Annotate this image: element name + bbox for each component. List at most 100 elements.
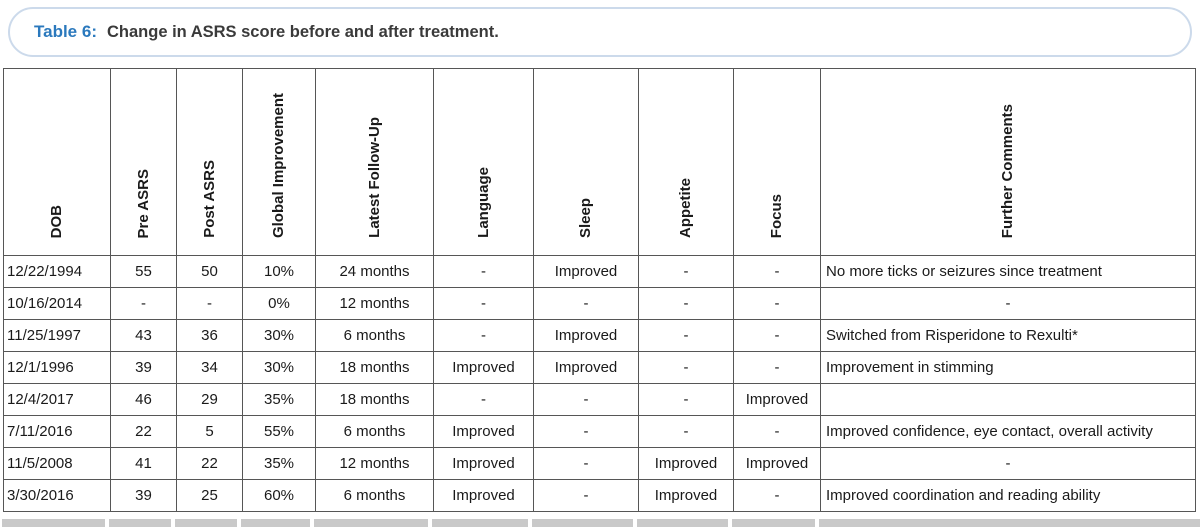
cropped-row-segment (532, 519, 633, 527)
table-caption-text: Change in ASRS score before and after tr… (106, 22, 499, 41)
cell-dob: 11/25/1997 (3, 319, 111, 352)
cell-focus: - (733, 415, 821, 448)
col-header-label: Post ASRS (200, 160, 218, 238)
cell-focus: - (733, 351, 821, 384)
cell-post-asrs: 50 (176, 255, 243, 288)
cropped-row-segment (314, 519, 428, 527)
table-row: 11/25/1997 43 36 30% 6 months - Improved - - Swit… (3, 319, 1196, 352)
cell-global-improvement: 0% (242, 287, 316, 320)
cell-sleep: - (533, 287, 639, 320)
cell-dob: 12/1/1996 (3, 351, 111, 384)
cell-appetite: Improved (638, 479, 734, 512)
cell-language: - (433, 383, 534, 416)
cell-post-asrs: 36 (176, 319, 243, 352)
cropped-next-row-strip (2, 519, 1200, 527)
cell-post-asrs: 22 (176, 447, 243, 480)
cell-further-comments: Improvement in stimming (820, 351, 1196, 384)
cell-further-comments (820, 383, 1196, 416)
col-header-label: Further Comments (999, 103, 1017, 238)
cell-global-improvement: 55% (242, 415, 316, 448)
cell-appetite: Improved (638, 447, 734, 480)
cell-dob: 10/16/2014 (3, 287, 111, 320)
cell-sleep: Improved (533, 351, 639, 384)
cell-latest-follow-up: 12 months (315, 287, 434, 320)
col-header-language: Language (433, 68, 534, 256)
col-header-label: Appetite (677, 178, 695, 238)
col-header-label: Pre ASRS (134, 168, 152, 238)
cell-pre-asrs: 55 (110, 255, 177, 288)
cell-further-comments: - (820, 287, 1196, 320)
cell-latest-follow-up: 6 months (315, 319, 434, 352)
cell-focus: - (733, 479, 821, 512)
cell-further-comments: Switched from Risperidone to Rexulti* (820, 319, 1196, 352)
cell-global-improvement: 30% (242, 319, 316, 352)
table-row: 12/4/2017 46 29 35% 18 months - - - Improved (3, 383, 1196, 416)
cropped-row-segment (175, 519, 237, 527)
table-row: 3/30/2016 39 25 60% 6 months Improved - Improve… (3, 479, 1196, 512)
cell-language: Improved (433, 479, 534, 512)
col-header-label: Language (474, 167, 492, 238)
cell-further-comments: - (820, 447, 1196, 480)
cell-appetite: - (638, 415, 734, 448)
cell-appetite: - (638, 287, 734, 320)
col-header-appetite: Appetite (638, 68, 734, 256)
cell-latest-follow-up: 18 months (315, 383, 434, 416)
asrs-results-table: DOB Pre ASRS Post ASRS Global Improvement La… (3, 68, 1196, 512)
col-header-label: Focus (768, 193, 786, 238)
cell-appetite: - (638, 319, 734, 352)
cell-global-improvement: 30% (242, 351, 316, 384)
cell-appetite: - (638, 383, 734, 416)
col-header-further-comments: Further Comments (820, 68, 1196, 256)
cell-further-comments: Improved confidence, eye contact, overal… (820, 415, 1196, 448)
cell-latest-follow-up: 6 months (315, 479, 434, 512)
col-header-label: DOB (48, 204, 66, 238)
col-header-label: Sleep (577, 197, 595, 238)
cropped-row-segment (637, 519, 728, 527)
cell-latest-follow-up: 18 months (315, 351, 434, 384)
col-header-post-asrs: Post ASRS (176, 68, 243, 256)
col-header-focus: Focus (733, 68, 821, 256)
col-header-sleep: Sleep (533, 68, 639, 256)
cell-dob: 7/11/2016 (3, 415, 111, 448)
cell-language: Improved (433, 351, 534, 384)
col-header-dob: DOB (3, 68, 111, 256)
cell-focus: Improved (733, 447, 821, 480)
cell-global-improvement: 10% (242, 255, 316, 288)
cell-latest-follow-up: 12 months (315, 447, 434, 480)
cell-sleep: - (533, 415, 639, 448)
cell-language: - (433, 319, 534, 352)
cell-latest-follow-up: 6 months (315, 415, 434, 448)
cell-language: - (433, 287, 534, 320)
cropped-row-segment (732, 519, 815, 527)
cell-dob: 11/5/2008 (3, 447, 111, 480)
cropped-row-segment (241, 519, 310, 527)
cell-post-asrs: 34 (176, 351, 243, 384)
cell-focus: - (733, 287, 821, 320)
cell-appetite: - (638, 351, 734, 384)
cell-global-improvement: 60% (242, 479, 316, 512)
cell-post-asrs: - (176, 287, 243, 320)
cell-dob: 12/22/1994 (3, 255, 111, 288)
cell-sleep: - (533, 479, 639, 512)
cropped-row-segment (819, 519, 1200, 527)
cell-sleep: - (533, 447, 639, 480)
col-header-pre-asrs: Pre ASRS (110, 68, 177, 256)
cell-dob: 3/30/2016 (3, 479, 111, 512)
cell-appetite: - (638, 255, 734, 288)
table-row: 7/11/2016 22 5 55% 6 months Improved - - - Improv… (3, 415, 1196, 448)
cell-focus: - (733, 255, 821, 288)
cell-focus: - (733, 319, 821, 352)
table-caption-label: Table 6: (34, 22, 97, 41)
cell-post-asrs: 5 (176, 415, 243, 448)
cell-dob: 12/4/2017 (3, 383, 111, 416)
cell-pre-asrs: 39 (110, 479, 177, 512)
table-row: 12/22/1994 55 50 10% 24 months - Improved - - No … (3, 255, 1196, 288)
cell-language: Improved (433, 415, 534, 448)
cropped-row-segment (432, 519, 528, 527)
cell-sleep: Improved (533, 319, 639, 352)
cell-pre-asrs: 22 (110, 415, 177, 448)
col-header-label: Global Improvement (270, 92, 288, 238)
cell-post-asrs: 29 (176, 383, 243, 416)
cell-language: Improved (433, 447, 534, 480)
